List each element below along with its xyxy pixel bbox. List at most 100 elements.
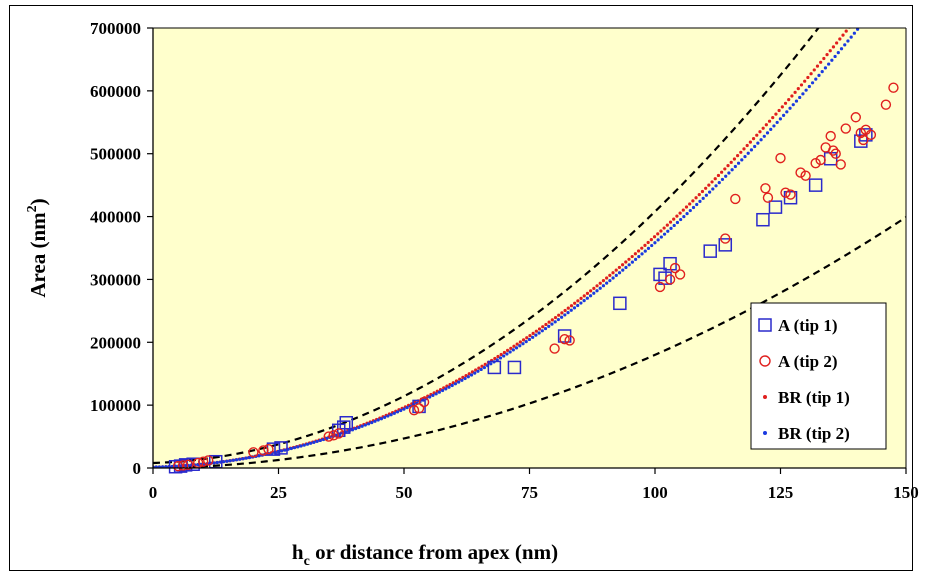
point-tip2 — [564, 335, 575, 346]
br-dot-tip1 — [521, 338, 526, 342]
br-dot-tip1 — [573, 301, 577, 305]
br-dot-tip2 — [630, 260, 634, 264]
br-dot-tip1 — [796, 87, 800, 91]
br-dot-tip2 — [560, 315, 564, 319]
br-dot-tip2 — [402, 407, 406, 411]
legend-label: BR (tip 2) — [778, 424, 850, 443]
br-dot-tip1 — [547, 320, 551, 324]
br-dot-tip2 — [453, 382, 458, 386]
br-dot-tip2 — [733, 164, 737, 169]
br-dot-tip2 — [708, 190, 712, 194]
br-dot-tip2 — [489, 362, 493, 366]
br-dot-tip2 — [753, 144, 757, 149]
br-dot-tip1 — [755, 133, 759, 137]
y-tick-label: 500000 — [90, 145, 141, 164]
point-tip2 — [258, 445, 269, 456]
legend-marker-square — [758, 318, 772, 332]
br-dot-tip2 — [827, 62, 831, 66]
br-dot-tip2 — [794, 99, 799, 103]
br-dot-tip1 — [531, 331, 535, 335]
br-dot-tip1 — [678, 211, 682, 215]
br-dot-tip2 — [534, 333, 538, 337]
br-dot-tip2 — [244, 456, 248, 460]
point-tip2 — [172, 460, 184, 472]
br-dot-tip2 — [238, 457, 242, 461]
br-dot-tip2 — [366, 422, 371, 426]
point-tip2 — [850, 112, 861, 123]
y-axis-label-sup: 2 — [25, 205, 40, 212]
br-dot-tip2 — [804, 88, 808, 92]
br-dot-tip1 — [544, 322, 548, 327]
br-dot-tip1 — [640, 246, 644, 250]
br-dot-tip2 — [225, 459, 229, 463]
br-dot-tip2 — [724, 174, 728, 178]
br-dot-tip1 — [672, 217, 676, 221]
br-dot-tip2 — [817, 73, 821, 77]
br-dot-tip2 — [370, 420, 374, 425]
br-dot-tip2 — [749, 148, 754, 152]
point-tip1 — [339, 415, 354, 430]
br-dot-tip2 — [849, 35, 853, 39]
br-dot-tip2 — [434, 392, 438, 396]
point-tip2 — [760, 183, 771, 194]
br-dot-tip1 — [649, 238, 653, 242]
br-dot-tip2 — [463, 376, 467, 381]
y-tick-label: 700000 — [90, 19, 141, 38]
br-dot-tip1 — [758, 130, 762, 134]
point-tip2 — [865, 129, 877, 141]
br-dot-tip1 — [557, 313, 561, 317]
br-dot-tip2 — [280, 449, 284, 453]
y-tick-label: 600000 — [90, 82, 141, 101]
point-tip2 — [664, 274, 676, 285]
br-dot-tip1 — [835, 41, 839, 45]
br-dot-tip1 — [828, 49, 832, 53]
br-dot-tip2 — [476, 369, 480, 373]
br-dot-tip2 — [469, 373, 474, 377]
br-dot-tip2 — [727, 171, 731, 175]
br-dot-tip2 — [621, 268, 625, 272]
br-dot-tip1 — [783, 101, 788, 105]
figure-border — [9, 5, 913, 571]
point-tip2 — [418, 396, 430, 408]
x-tick-label: 75 — [521, 483, 538, 502]
br-dot-tip2 — [788, 106, 792, 110]
point-tip1 — [808, 178, 823, 192]
br-dot-tip2 — [769, 127, 773, 131]
br-dot-tip1 — [793, 90, 797, 94]
x-axis-label-main: h — [292, 540, 304, 564]
point-tip2 — [828, 145, 839, 156]
bound-curve-lower — [153, 216, 906, 468]
br-dot-tip2 — [624, 265, 628, 270]
br-dot-tip1 — [569, 304, 574, 308]
y-tick-label: 300000 — [90, 270, 141, 289]
br-dot-tip2 — [650, 243, 654, 248]
point-tip2 — [669, 262, 681, 274]
point-tip1 — [178, 458, 193, 472]
br-dot-tip2 — [843, 43, 847, 47]
br-dot-tip1 — [665, 223, 669, 227]
legend-marker-circle — [759, 355, 771, 367]
br-dot-tip2 — [482, 365, 486, 370]
br-dot-tip2 — [592, 291, 596, 295]
br-dot-tip1 — [621, 263, 625, 267]
br-dot-tip2 — [212, 461, 216, 465]
br-dot-tip2 — [550, 322, 554, 326]
br-dot-tip1 — [499, 352, 503, 357]
br-dot-tip1 — [643, 243, 647, 247]
br-dot-tip1 — [825, 53, 829, 57]
br-dot-tip2 — [807, 84, 811, 89]
br-dot-tip1 — [748, 140, 752, 144]
br-dot-tip2 — [640, 252, 644, 256]
br-dot-tip2 — [527, 337, 532, 342]
br-dot-tip2 — [830, 58, 834, 62]
br-dot-tip2 — [354, 427, 358, 431]
br-dot-tip2 — [222, 460, 226, 464]
br-dot-tip1 — [518, 340, 522, 344]
br-dot-tip1 — [646, 240, 650, 245]
br-dot-tip2 — [814, 77, 818, 81]
point-tip2 — [855, 127, 867, 139]
br-dot-tip2 — [289, 446, 293, 451]
br-dot-tip2 — [386, 414, 390, 418]
br-dot-tip2 — [669, 226, 673, 230]
